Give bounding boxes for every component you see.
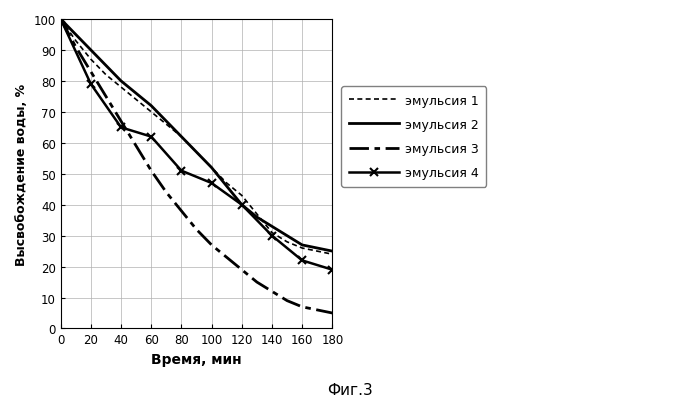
эмульсия 2	[162, 119, 171, 124]
эмульсия 2	[87, 49, 95, 53]
эмульсия 3	[71, 45, 80, 50]
эмульсия 2	[298, 243, 307, 248]
Legend: эмульсия 1, эмульсия 2, эмульсия 3, эмульсия 4: эмульсия 1, эмульсия 2, эмульсия 3, эмул…	[342, 87, 486, 188]
эмульсия 4	[147, 135, 155, 140]
Line: эмульсия 1: эмульсия 1	[61, 20, 332, 255]
эмульсия 2	[283, 234, 291, 239]
эмульсия 1	[57, 18, 65, 22]
эмульсия 1	[253, 212, 261, 217]
эмульсия 2	[147, 104, 155, 109]
эмульсия 1	[71, 39, 80, 44]
Line: эмульсия 2: эмульсия 2	[61, 20, 332, 251]
эмульсия 2	[328, 249, 337, 254]
эмульсия 3	[283, 298, 291, 303]
Text: Фиг.3: Фиг.3	[327, 382, 373, 397]
эмульсия 2	[223, 184, 231, 189]
эмульсия 3	[102, 95, 110, 99]
эмульсия 2	[57, 18, 65, 22]
эмульсия 4	[57, 18, 65, 22]
эмульсия 4	[207, 181, 216, 186]
эмульсия 1	[162, 123, 171, 128]
эмульсия 3	[328, 311, 337, 316]
эмульсия 1	[132, 98, 140, 103]
Line: эмульсия 3: эмульсия 3	[61, 20, 332, 313]
эмульсия 3	[253, 280, 261, 285]
эмульсия 1	[207, 166, 216, 170]
эмульсия 4	[298, 258, 307, 263]
эмульсия 3	[87, 70, 95, 75]
эмульсия 3	[177, 209, 186, 214]
X-axis label: Время, мин: Время, мин	[151, 352, 241, 366]
эмульсия 1	[87, 58, 95, 63]
эмульсия 2	[71, 33, 80, 38]
эмульсия 3	[268, 289, 277, 294]
эмульсия 2	[253, 215, 261, 220]
эмульсия 4	[237, 203, 246, 208]
эмульсия 3	[223, 255, 231, 260]
эмульсия 2	[193, 150, 201, 155]
эмульсия 4	[328, 267, 337, 272]
эмульсия 1	[117, 85, 125, 90]
эмульсия 3	[132, 144, 140, 149]
эмульсия 3	[147, 169, 155, 174]
Y-axis label: Высвобождение воды, %: Высвобождение воды, %	[15, 83, 28, 265]
эмульсия 1	[223, 181, 231, 186]
эмульсия 3	[57, 18, 65, 22]
эмульсия 2	[207, 166, 216, 170]
эмульсия 2	[313, 246, 321, 251]
эмульсия 3	[193, 227, 201, 232]
эмульсия 3	[313, 308, 321, 312]
эмульсия 4	[268, 234, 277, 239]
эмульсия 1	[147, 110, 155, 115]
эмульсия 1	[237, 194, 246, 198]
эмульсия 3	[207, 243, 216, 248]
эмульсия 1	[328, 252, 337, 257]
эмульсия 2	[102, 64, 110, 69]
эмульсия 2	[132, 92, 140, 97]
эмульсия 3	[162, 190, 171, 195]
эмульсия 3	[298, 305, 307, 310]
эмульсия 4	[87, 82, 95, 87]
эмульсия 1	[298, 246, 307, 251]
эмульсия 3	[117, 119, 125, 124]
эмульсия 1	[102, 73, 110, 78]
эмульсия 1	[283, 240, 291, 245]
эмульсия 1	[268, 231, 277, 235]
эмульсия 1	[177, 135, 186, 140]
эмульсия 2	[268, 225, 277, 229]
эмульсия 2	[177, 135, 186, 140]
эмульсия 2	[117, 79, 125, 84]
эмульсия 4	[177, 169, 186, 174]
эмульсия 1	[193, 150, 201, 155]
эмульсия 3	[237, 267, 246, 272]
Line: эмульсия 4: эмульсия 4	[57, 16, 337, 274]
эмульсия 4	[117, 126, 125, 130]
эмульсия 2	[237, 203, 246, 208]
эмульсия 1	[313, 249, 321, 254]
